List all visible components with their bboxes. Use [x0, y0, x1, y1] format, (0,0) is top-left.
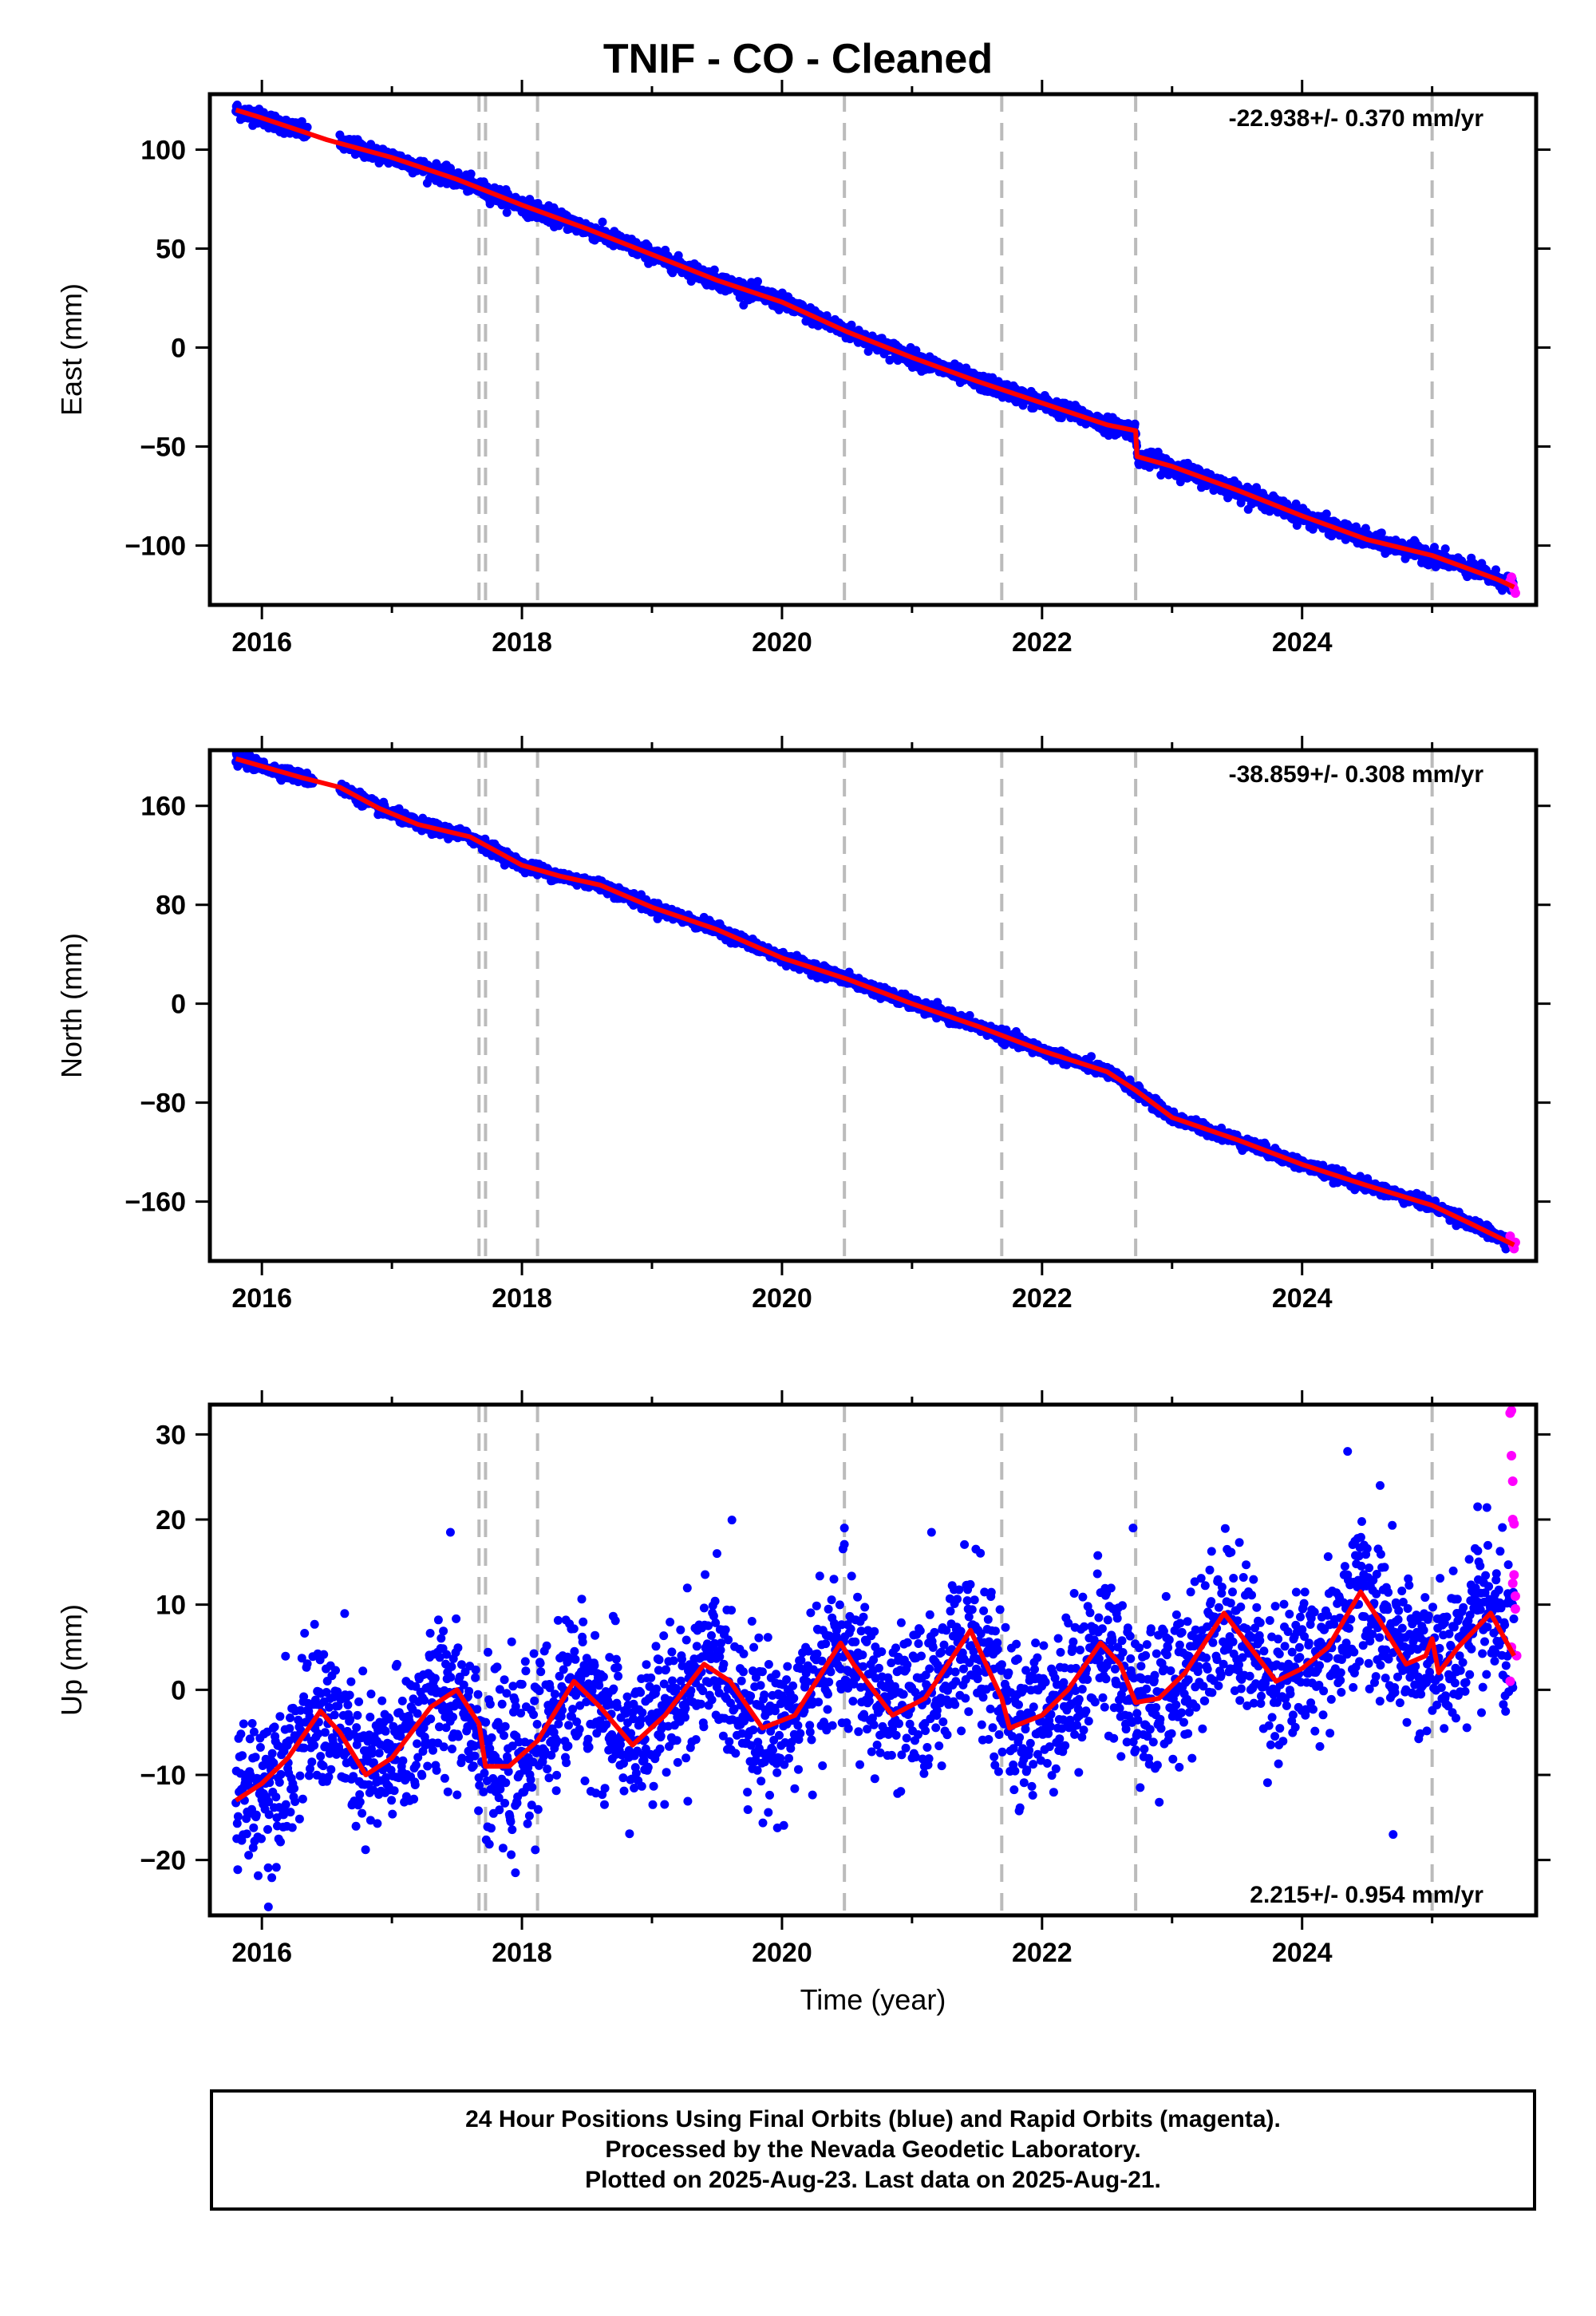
final-point	[668, 268, 678, 278]
x-tick-label: 2018	[492, 627, 552, 658]
final-point	[709, 265, 719, 275]
y-tick-label: 100	[140, 135, 186, 165]
final-point	[598, 217, 607, 227]
plot-area-north	[231, 750, 1520, 1254]
final-point	[885, 355, 895, 365]
y-tick-label: 0	[171, 334, 186, 364]
page-title: TNIF - CO - Cleaned	[602, 36, 994, 82]
model-line-east	[235, 107, 1515, 590]
y-axis-title-east: East (mm)	[55, 283, 88, 416]
final-points-east	[231, 101, 1519, 595]
final-point	[297, 117, 306, 126]
final-point	[1130, 419, 1140, 429]
final-point	[965, 1010, 974, 1020]
final-point	[753, 277, 762, 287]
y-tick-label: 50	[156, 234, 186, 264]
x-tick-label: 2016	[231, 627, 292, 658]
chart-east: 2016 2018 2020 2022 2024 −100 −50 0 50 100 East (m…	[55, 80, 1551, 658]
x-tick-label: 2020	[752, 627, 812, 658]
final-point	[1291, 499, 1301, 508]
final-point	[1087, 1052, 1096, 1061]
final-point	[502, 207, 512, 217]
final-point	[1377, 528, 1386, 538]
final-point	[302, 122, 312, 132]
x-tick-label: 2022	[1012, 627, 1073, 658]
final-point	[1491, 565, 1500, 575]
final-point	[1321, 509, 1331, 519]
plot-area-east	[231, 101, 1520, 599]
final-point	[847, 320, 856, 330]
x-tick-label: 2024	[1272, 627, 1333, 658]
rate-label-east: -22.938+/- 0.370 mm/yr	[1229, 105, 1484, 132]
rapid-point	[1510, 588, 1520, 599]
final-point	[1440, 544, 1450, 554]
plot-frame	[207, 92, 1539, 607]
final-point	[466, 169, 476, 179]
y-tick-label: −100	[124, 532, 186, 562]
rapid-point	[1507, 572, 1517, 583]
y-tick-label: −50	[140, 433, 186, 463]
